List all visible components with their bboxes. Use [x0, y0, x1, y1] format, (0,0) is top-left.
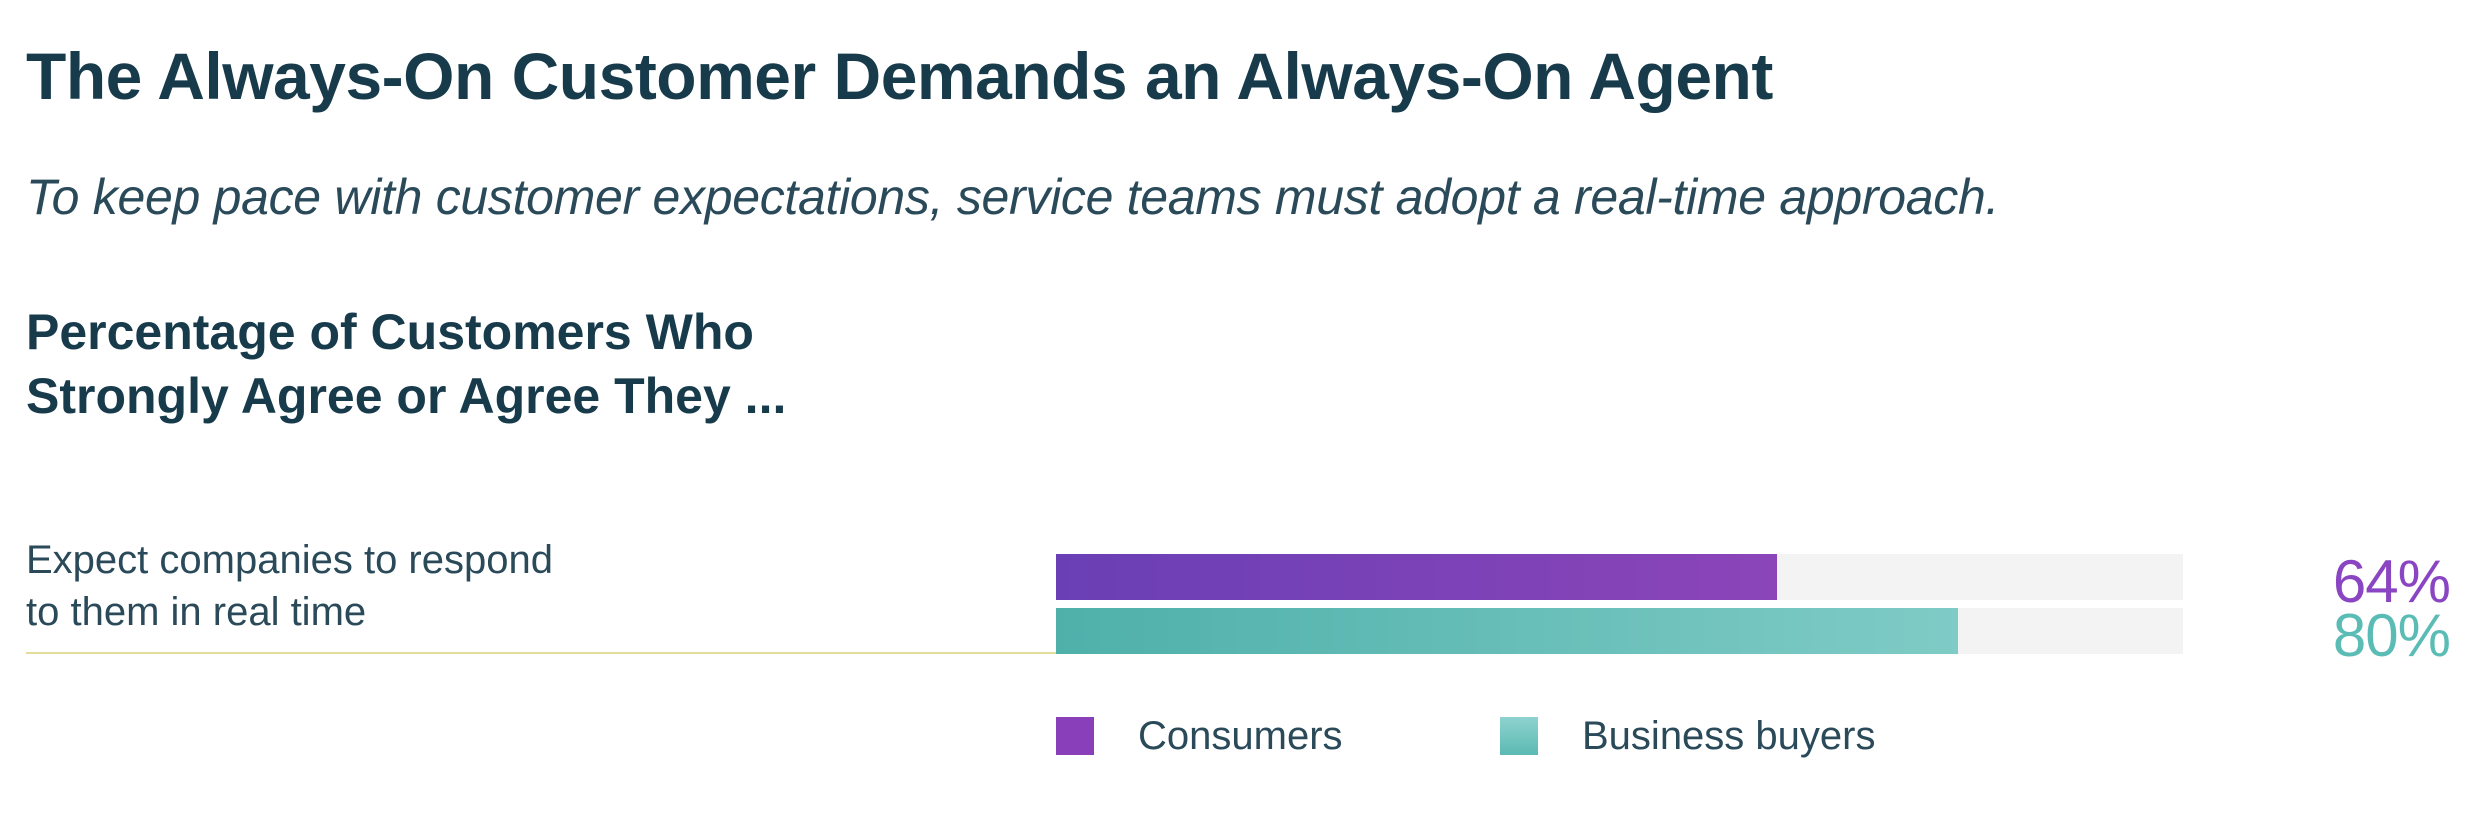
value-label-consumers: 64%: [2332, 548, 2451, 615]
legend-swatch-consumers: [1056, 717, 1094, 755]
category-label-line-2: to them in real time: [26, 590, 367, 634]
category-divider: [26, 652, 1056, 654]
page-title: The Always-On Customer Demands an Always…: [26, 39, 1773, 113]
legend-item-business-buyers: Business buyers: [1500, 713, 1876, 758]
legend-label-consumers: Consumers: [1138, 713, 1343, 758]
category-label-line-1: Expect companies to respond: [26, 538, 553, 582]
legend-swatch-business-buyers: [1500, 717, 1538, 755]
category-label: Expect companies to respond to them in r…: [26, 534, 666, 638]
chart-title-line-2: Strongly Agree or Agree They ...: [26, 368, 787, 424]
bar-track-business-buyers: [1056, 608, 2183, 654]
chart-title: Percentage of Customers Who Strongly Agr…: [26, 300, 926, 428]
legend-label-business-buyers: Business buyers: [1582, 713, 1876, 758]
bar-business-buyers: [1056, 608, 1958, 654]
page-subtitle: To keep pace with customer expectations,…: [26, 169, 2000, 225]
value-label-business-buyers: 80%: [2332, 602, 2451, 669]
bar-track-consumers: [1056, 554, 2183, 600]
legend-item-consumers: Consumers: [1056, 713, 1343, 758]
bar-consumers: [1056, 554, 1778, 600]
chart-title-line-1: Percentage of Customers Who: [26, 304, 754, 360]
